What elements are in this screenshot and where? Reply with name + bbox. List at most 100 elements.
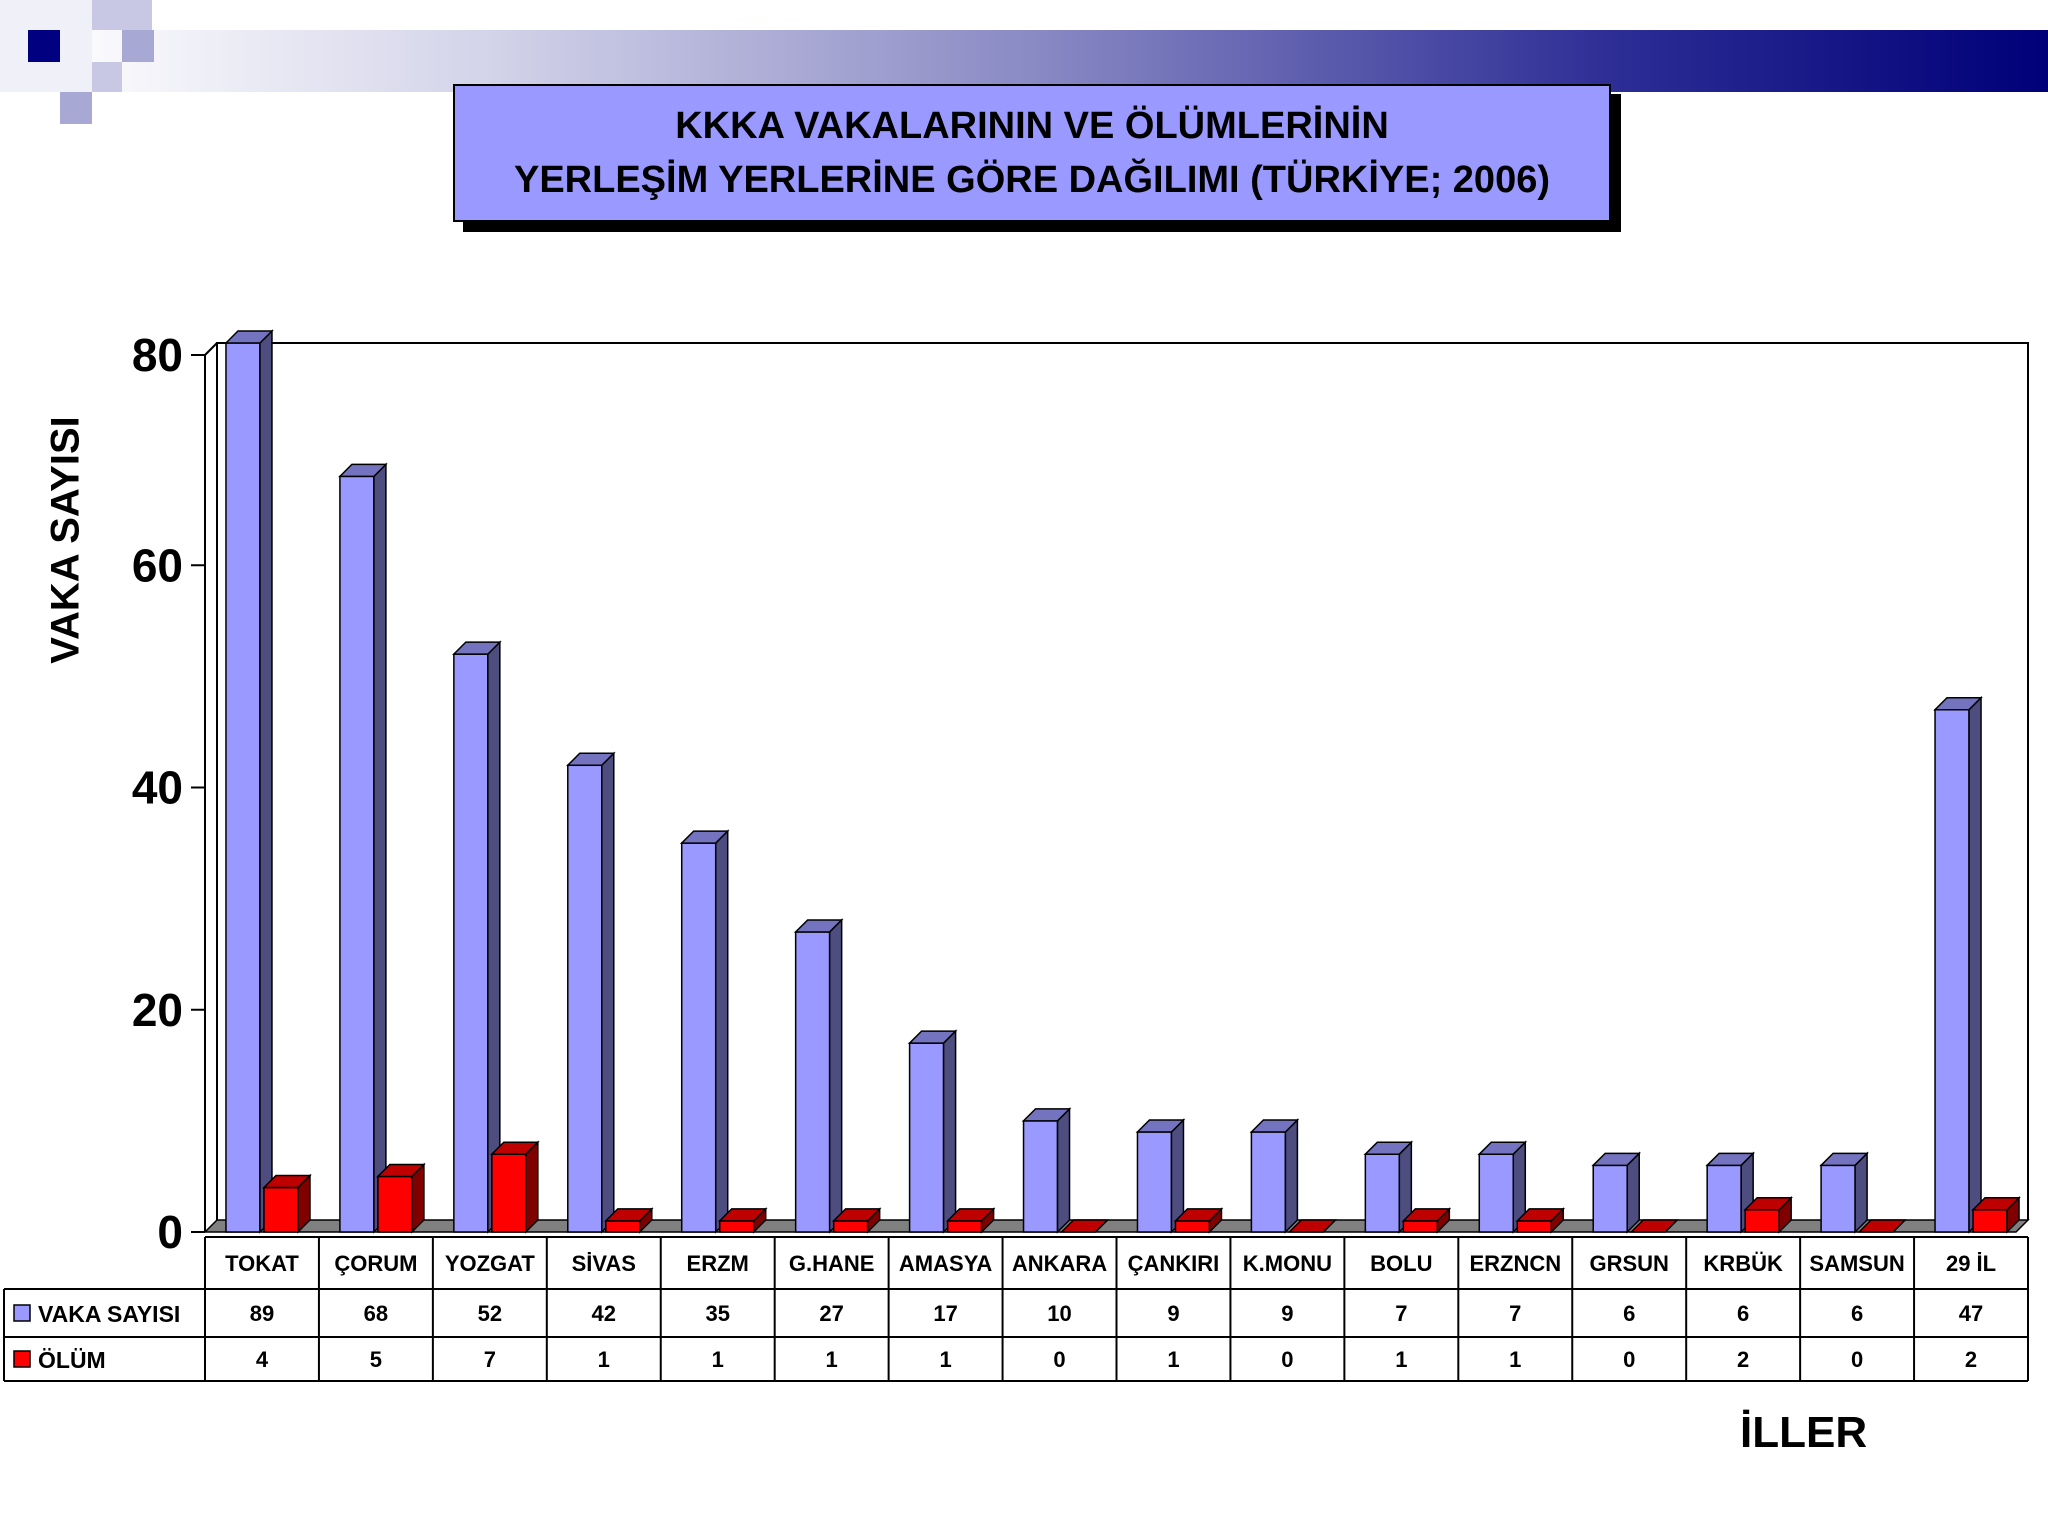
bar-front-face bbox=[377, 1175, 413, 1233]
category-label: 29 İL bbox=[1946, 1251, 1996, 1276]
bar-vaka bbox=[679, 829, 730, 1234]
bar-front-face bbox=[1706, 1164, 1742, 1233]
category-label: SAMSUN bbox=[1809, 1251, 1904, 1276]
category-label: KRBÜK bbox=[1703, 1251, 1783, 1276]
data-label: 6 bbox=[1851, 1301, 1863, 1326]
bar-front-face bbox=[1820, 1164, 1856, 1233]
data-label: 1 bbox=[598, 1347, 610, 1372]
chart-title-line-1: KKKA VAKALARININ VE ÖLÜMLERİNİN bbox=[675, 105, 1389, 147]
bar-olum bbox=[1173, 1207, 1224, 1234]
data-label: 6 bbox=[1737, 1301, 1749, 1326]
legend-label: ÖLÜM bbox=[38, 1347, 106, 1373]
bar-olum bbox=[262, 1173, 312, 1234]
data-label: 47 bbox=[1959, 1301, 1983, 1326]
bar-front-face bbox=[567, 764, 603, 1233]
bar-top-face bbox=[1021, 1108, 1072, 1122]
bar-vaka bbox=[565, 751, 616, 1234]
bar-top-face bbox=[1933, 696, 1983, 711]
bar-olum bbox=[945, 1207, 996, 1234]
bar-olum bbox=[1629, 1219, 1680, 1233]
bar-front-face bbox=[1402, 1220, 1439, 1233]
bar-olum bbox=[1401, 1207, 1452, 1234]
bar-top-face bbox=[565, 752, 616, 767]
bar-side-face bbox=[487, 640, 501, 1234]
y-tick-label: 80 bbox=[132, 329, 183, 381]
category-label: ERZNCN bbox=[1469, 1251, 1561, 1276]
data-label: 1 bbox=[712, 1347, 724, 1372]
bar-top-face bbox=[1819, 1152, 1869, 1167]
bar-front-face bbox=[1478, 1153, 1515, 1233]
bar-top-face bbox=[1477, 1141, 1528, 1155]
bar-olum bbox=[1515, 1207, 1566, 1234]
bar-side-face bbox=[1056, 1107, 1071, 1234]
bar-top-face bbox=[603, 1208, 654, 1222]
data-label: 89 bbox=[250, 1301, 274, 1326]
y-axis-depth-line bbox=[204, 342, 218, 356]
category-label: ÇORUM bbox=[334, 1251, 417, 1276]
bar-olum bbox=[1743, 1195, 1793, 1234]
data-label: 0 bbox=[1851, 1347, 1863, 1372]
legend-swatch bbox=[13, 1304, 31, 1322]
category-label: ANKARA bbox=[1012, 1251, 1107, 1276]
category-label: SİVAS bbox=[572, 1251, 636, 1276]
bar-top-face bbox=[1249, 1119, 1300, 1133]
bar-vaka bbox=[1363, 1140, 1414, 1234]
bar-top-face bbox=[490, 1141, 540, 1155]
bar-top-face bbox=[1059, 1219, 1110, 1233]
bar-front-face bbox=[1022, 1120, 1059, 1233]
bar-top-face bbox=[907, 1030, 958, 1044]
bar-side-face bbox=[259, 329, 273, 1234]
data-label: 42 bbox=[592, 1301, 616, 1326]
bar-front-face bbox=[1364, 1153, 1401, 1233]
bar-side-face bbox=[942, 1029, 957, 1234]
bar-front-face bbox=[1250, 1131, 1287, 1233]
bar-vaka bbox=[1249, 1118, 1300, 1234]
data-label: 0 bbox=[1053, 1347, 1065, 1372]
bar-front-face bbox=[680, 842, 717, 1233]
data-label: 7 bbox=[1509, 1301, 1521, 1326]
bar-top-face bbox=[1287, 1219, 1338, 1233]
bar-front-face bbox=[1744, 1209, 1780, 1233]
bar-front-face bbox=[263, 1186, 299, 1233]
bar-top-face bbox=[679, 830, 730, 844]
bar-olum bbox=[831, 1207, 882, 1234]
bar-front-face bbox=[491, 1153, 527, 1233]
data-label: 17 bbox=[933, 1301, 957, 1326]
bar-top-face bbox=[945, 1208, 996, 1222]
bar-top-face bbox=[452, 641, 502, 655]
category-label: AMASYA bbox=[899, 1251, 992, 1276]
bar-front-face bbox=[1136, 1131, 1173, 1233]
bar-top-face bbox=[376, 1163, 426, 1178]
bar-vaka bbox=[224, 329, 274, 1234]
decorative-square bbox=[92, 0, 152, 30]
category-label: ERZM bbox=[687, 1251, 749, 1276]
bar-vaka bbox=[907, 1029, 958, 1234]
bar-olum bbox=[376, 1162, 426, 1234]
bar-side-face bbox=[1626, 1151, 1640, 1234]
legend-swatch bbox=[13, 1350, 31, 1368]
bar-front-face bbox=[605, 1220, 641, 1233]
category-label: BOLU bbox=[1370, 1251, 1432, 1276]
bar-olum bbox=[717, 1207, 768, 1234]
plot-back-wall bbox=[216, 342, 2029, 1220]
bar-vaka bbox=[1819, 1151, 1869, 1234]
data-label: 9 bbox=[1281, 1301, 1293, 1326]
data-label: 1 bbox=[1167, 1347, 1179, 1372]
bar-side-face bbox=[1854, 1151, 1868, 1234]
bar-side-face bbox=[828, 918, 843, 1234]
decorative-square bbox=[60, 92, 92, 124]
bar-front-face bbox=[1972, 1209, 2008, 1233]
bar-vaka bbox=[452, 640, 502, 1234]
bar-side-face bbox=[525, 1140, 539, 1234]
bar-front-face bbox=[1934, 708, 1970, 1233]
category-label: TOKAT bbox=[225, 1251, 299, 1276]
bar-front-face bbox=[908, 1042, 945, 1233]
bar-top-face bbox=[1971, 1197, 2021, 1211]
chart-title-box: KKKA VAKALARININ VE ÖLÜMLERİNİN YERLEŞİM… bbox=[453, 84, 1611, 222]
bar-olum bbox=[1059, 1219, 1110, 1233]
bar-top-face bbox=[1743, 1197, 1793, 1211]
data-label: 7 bbox=[1395, 1301, 1407, 1326]
bar-top-face bbox=[1173, 1208, 1224, 1222]
data-label: 10 bbox=[1047, 1301, 1071, 1326]
